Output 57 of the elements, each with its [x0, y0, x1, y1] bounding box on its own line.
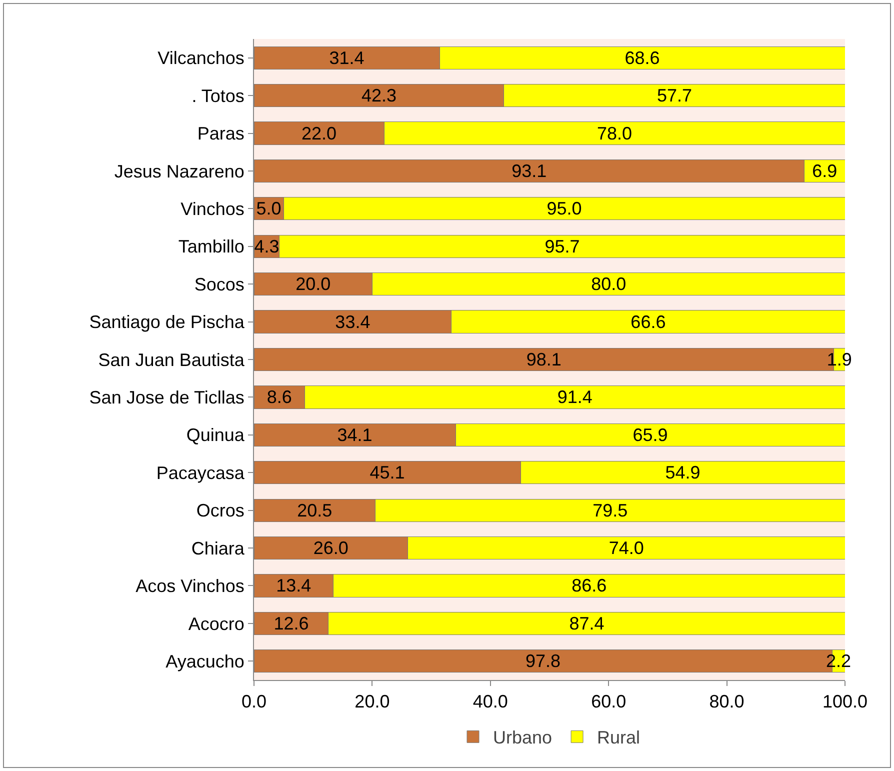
y-tick-label: . Totos: [192, 86, 244, 106]
y-tick-label: Acos Vinchos: [136, 576, 244, 596]
data-label: 26.0: [313, 538, 348, 558]
x-tick-label: 100.0: [822, 692, 868, 712]
y-tick-label: Chiara: [191, 538, 246, 558]
y-tick-label: Paras: [197, 124, 244, 144]
data-label: 8.6: [266, 387, 292, 408]
data-label: 6.9: [812, 160, 838, 181]
y-tick-label: Quinua: [186, 425, 246, 446]
y-tick-label: Pacaycasa: [156, 462, 246, 483]
y-tick-label: Tambillo: [178, 236, 244, 257]
y-tick-label: San Juan Bautista: [98, 350, 246, 370]
data-label: 78.0: [596, 123, 632, 144]
data-label: 45.1: [370, 462, 405, 483]
data-label: 20.5: [297, 500, 332, 520]
data-label: 33.4: [335, 312, 370, 332]
y-tick-label: Ayacucho: [166, 651, 244, 672]
data-label: 5.0: [256, 198, 282, 219]
data-label: 86.6: [572, 576, 607, 596]
y-tick-label: Jesus Nazareno: [114, 161, 244, 182]
data-label: 13.4: [276, 576, 312, 596]
y-tick-label: Santiago de Pischa: [89, 312, 246, 332]
data-label: 4.3: [254, 236, 280, 256]
data-label: 12.6: [274, 613, 309, 634]
data-label: 95.0: [546, 198, 582, 219]
data-label: 80.0: [591, 274, 626, 294]
x-tick-label: 80.0: [709, 692, 744, 712]
data-label: 95.7: [544, 236, 580, 256]
y-tick-label: Vinchos: [180, 198, 244, 219]
legend-label: Rural: [597, 728, 640, 748]
data-label: 31.4: [329, 48, 364, 68]
data-label: 42.3: [361, 86, 397, 106]
x-tick-label: 60.0: [591, 692, 626, 712]
data-label: 20.0: [296, 274, 331, 294]
data-label: 34.1: [337, 424, 372, 445]
data-label: 98.1: [526, 350, 562, 370]
y-tick-label: Vilcanchos: [158, 48, 244, 68]
x-tick-label: 20.0: [354, 692, 390, 712]
data-label: 54.9: [665, 462, 700, 483]
data-label: 57.7: [656, 86, 692, 106]
legend-label: Urbano: [493, 728, 552, 748]
y-tick-label: Ocros: [196, 500, 244, 521]
data-label: 66.6: [630, 312, 666, 332]
y-tick-label: San Jose de Ticllas: [89, 388, 244, 408]
x-tick-label: 40.0: [472, 692, 508, 712]
y-tick-label: Acocro: [188, 614, 244, 634]
data-label: 79.5: [592, 500, 628, 520]
data-label: 22.0: [301, 123, 337, 144]
data-label: 97.8: [525, 651, 561, 672]
data-label: 87.4: [569, 613, 604, 634]
data-label: 68.6: [624, 48, 660, 68]
data-label: 74.0: [608, 538, 644, 558]
data-label: 93.1: [512, 160, 547, 181]
y-tick-label: Socos: [194, 274, 244, 294]
data-label: 91.4: [557, 387, 592, 408]
x-tick-label: 0.0: [241, 692, 267, 712]
data-label: 65.9: [632, 424, 668, 445]
